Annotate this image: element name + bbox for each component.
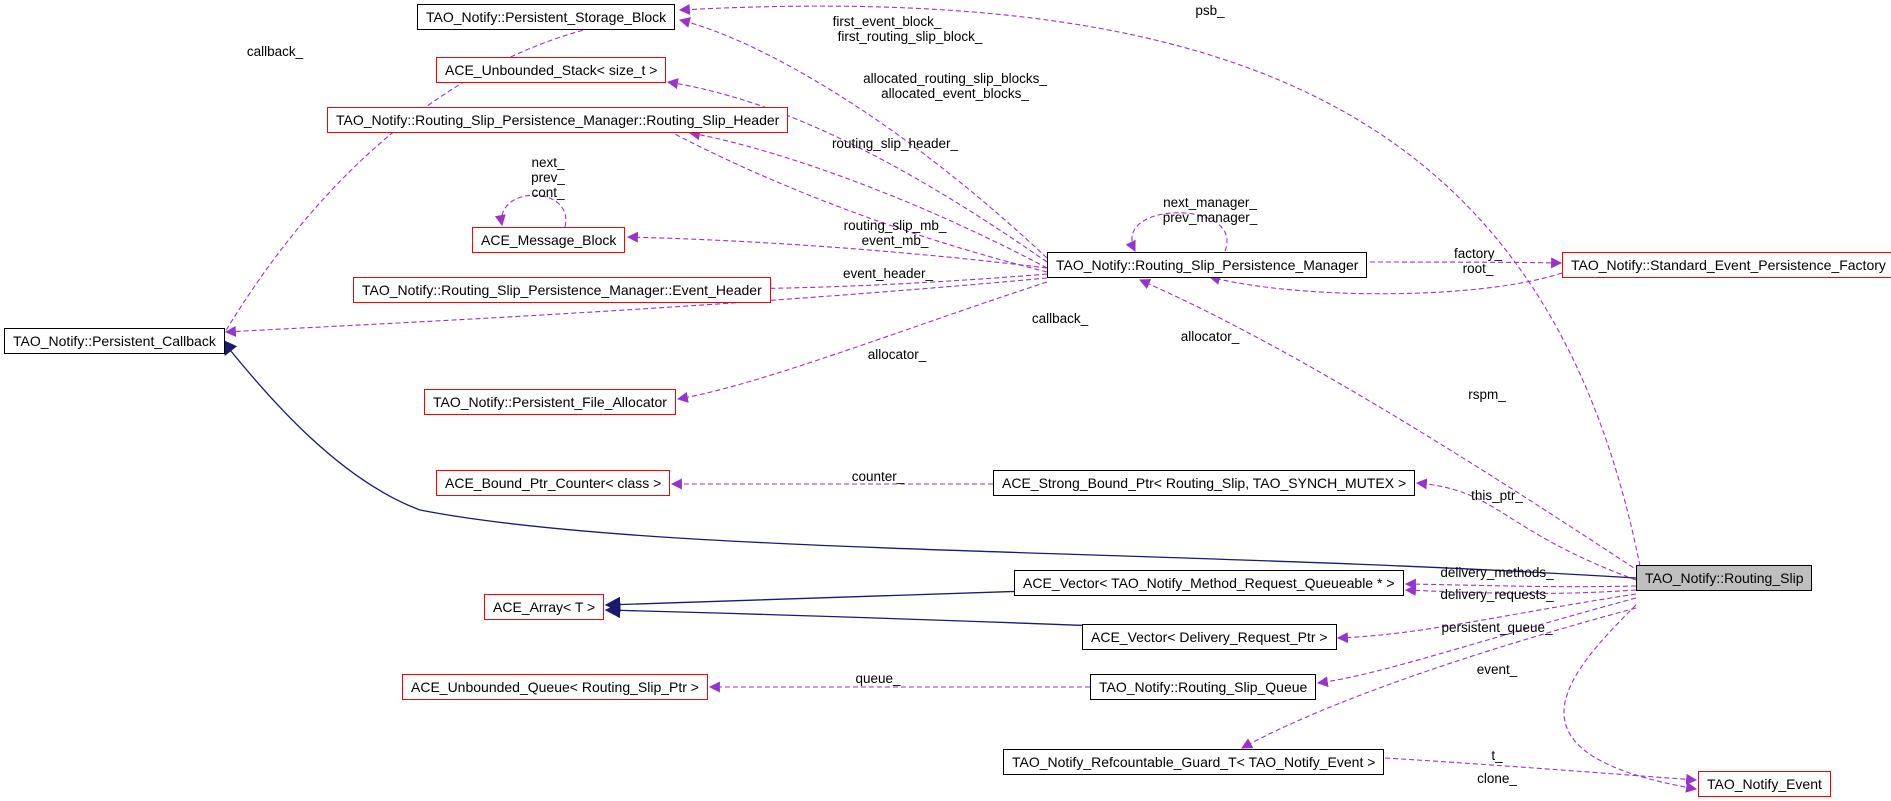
svg-text:queue_: queue_ <box>855 671 901 686</box>
svg-text:allocator_: allocator_ <box>1181 329 1240 344</box>
svg-text:callback_: callback_ <box>1032 311 1089 326</box>
svg-text:persistent_queue_: persistent_queue_ <box>1441 620 1553 635</box>
svg-text:first_event_block_: first_event_block_ <box>833 14 942 29</box>
svg-text:prev_: prev_ <box>531 170 565 185</box>
svg-text:event_: event_ <box>1477 662 1518 677</box>
svg-text:allocated_routing_slip_blocks_: allocated_routing_slip_blocks_ <box>863 71 1047 86</box>
svg-text:t_: t_ <box>1491 748 1503 763</box>
svg-text:factory_: factory_ <box>1454 246 1503 261</box>
svg-text:event_header_: event_header_ <box>843 266 934 281</box>
svg-text:delivery_methods_: delivery_methods_ <box>1440 565 1554 580</box>
svg-text:prev_manager_: prev_manager_ <box>1163 210 1258 225</box>
svg-text:allocator_: allocator_ <box>868 347 927 362</box>
svg-text:rspm_: rspm_ <box>1468 387 1506 402</box>
svg-text:cont_: cont_ <box>531 185 565 200</box>
svg-text:psb_: psb_ <box>1195 3 1225 18</box>
svg-text:routing_slip_mb_: routing_slip_mb_ <box>844 218 947 233</box>
svg-text:next_manager_: next_manager_ <box>1163 195 1257 210</box>
svg-text:routing_slip_header_: routing_slip_header_ <box>832 136 959 151</box>
svg-text:delivery_requests_: delivery_requests_ <box>1440 587 1554 602</box>
svg-text:callback_: callback_ <box>247 44 304 59</box>
svg-text:this_ptr_: this_ptr_ <box>1471 488 1523 503</box>
svg-text:counter_: counter_ <box>852 469 905 484</box>
svg-text:next_: next_ <box>531 155 565 170</box>
svg-text:allocated_event_blocks_: allocated_event_blocks_ <box>881 86 1029 101</box>
svg-text:root_: root_ <box>1463 261 1494 276</box>
svg-text:first_routing_slip_block_: first_routing_slip_block_ <box>838 29 983 44</box>
svg-text:event_mb_: event_mb_ <box>862 233 929 248</box>
svg-text:clone_: clone_ <box>1477 771 1517 786</box>
